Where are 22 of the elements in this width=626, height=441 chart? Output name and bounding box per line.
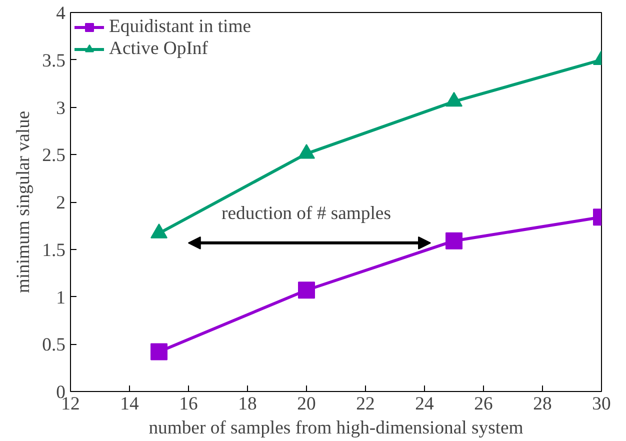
x-tick-label: 30 bbox=[592, 394, 611, 414]
legend-label: Active OpInf bbox=[109, 38, 208, 60]
x-tick-label: 26 bbox=[474, 394, 493, 414]
y-axis-title: minimum singular value bbox=[13, 110, 34, 294]
x-tick-label: 20 bbox=[297, 394, 316, 414]
x-tick-label: 28 bbox=[533, 394, 552, 414]
x-tick-label: 22 bbox=[356, 394, 375, 414]
y-tick-label: 2.5 bbox=[42, 145, 66, 166]
y-tick-label: 3 bbox=[56, 98, 66, 119]
y-tick-label: 1 bbox=[56, 287, 66, 308]
y-tick-label: 2 bbox=[56, 192, 66, 214]
x-axis-title: number of samples from high-dimensional system bbox=[148, 418, 524, 438]
annotation: reduction of # samples bbox=[222, 202, 391, 224]
y-tick-label: 1.5 bbox=[42, 240, 66, 261]
x-tick-label: 16 bbox=[179, 394, 198, 414]
x-tick-label: 24 bbox=[415, 394, 434, 414]
y-tick-label: 4 bbox=[56, 3, 66, 24]
x-tick-label: 14 bbox=[120, 394, 140, 414]
y-tick-label: 0.5 bbox=[42, 334, 66, 356]
legend-label: Equidistant in time bbox=[109, 16, 251, 38]
x-tick-label: 18 bbox=[238, 394, 257, 414]
y-tick-label: 3.5 bbox=[42, 50, 66, 72]
